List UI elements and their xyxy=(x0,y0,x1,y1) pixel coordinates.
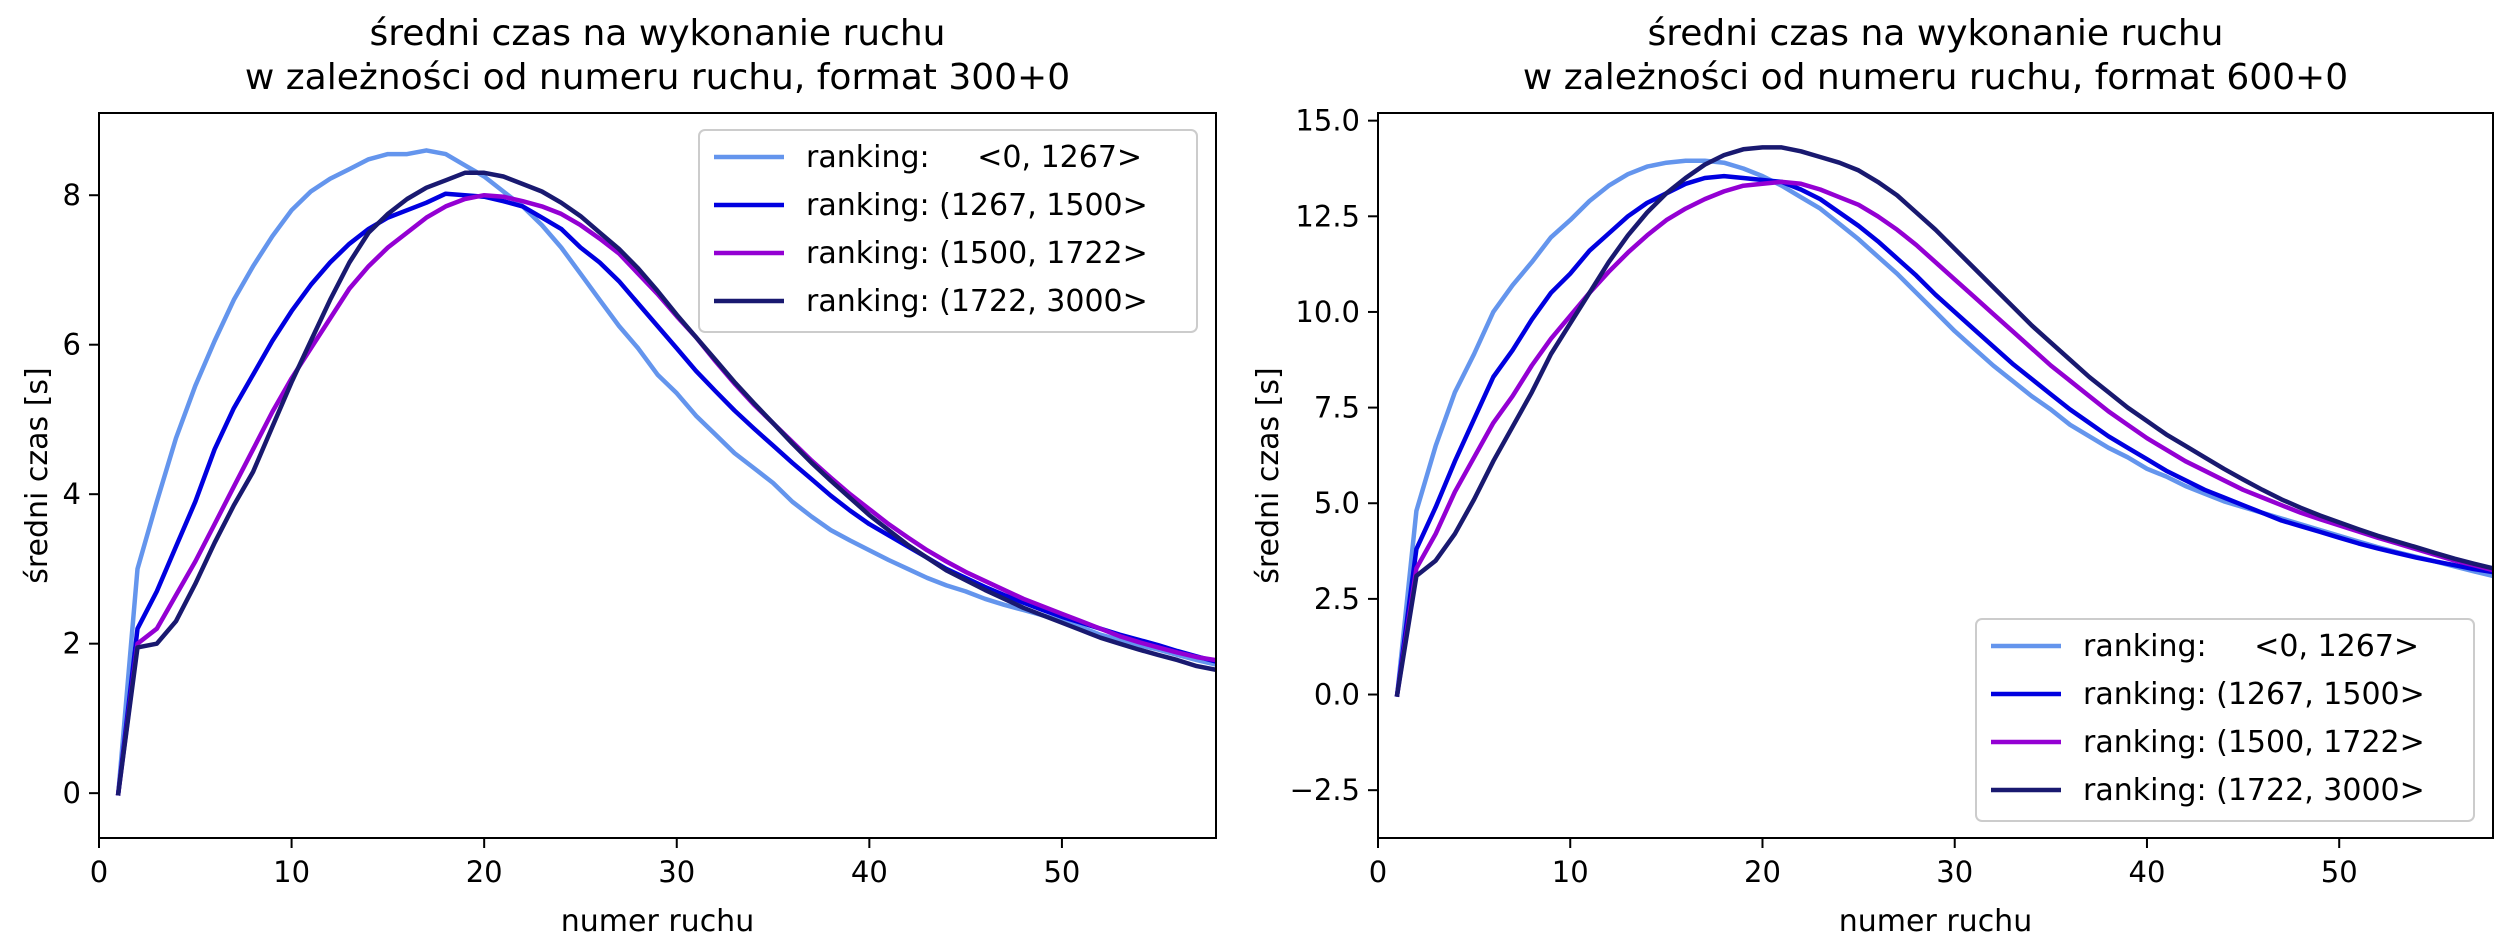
y-tick-label: 15.0 xyxy=(1295,104,1360,138)
series-lines xyxy=(1394,145,2493,698)
x-tick-label: 0 xyxy=(1369,855,1387,889)
x-tick-label: 40 xyxy=(2129,855,2166,889)
x-tick-label: 10 xyxy=(1552,855,1589,889)
legend-label-3: ranking: (1722, 3000> xyxy=(2083,773,2425,808)
y-tick-label: 0.0 xyxy=(1314,678,1360,712)
series-line-1 xyxy=(115,191,1216,796)
x-tick-label: 50 xyxy=(2321,855,2358,889)
legend: ranking: <0, 1267> ranking: (1267, 1500> r… xyxy=(1975,618,2475,822)
series-line-3 xyxy=(115,170,1216,796)
y-tick-label: 12.5 xyxy=(1295,199,1360,233)
legend-label-3: ranking: (1722, 3000> xyxy=(806,284,1148,319)
y-axis-label: średni czas [s] xyxy=(1251,367,1286,584)
legend-label-2: ranking: (1500, 1722> xyxy=(806,236,1148,271)
legend-label-1: ranking: (1267, 1500> xyxy=(806,188,1148,223)
series-line-2 xyxy=(1394,179,2493,698)
x-axis-label: numer ruchu xyxy=(561,904,754,939)
y-tick-label: −2.5 xyxy=(1290,773,1360,807)
x-tick-label: 20 xyxy=(1744,855,1781,889)
x-tick-label: 0 xyxy=(90,855,108,889)
y-tick-label: 8 xyxy=(63,178,81,212)
axes-frame xyxy=(98,112,1217,839)
chart-title-line: średni czas na wykonanie ruchu xyxy=(1648,13,2224,54)
legend-label-0: ranking: <0, 1267> xyxy=(2083,629,2419,664)
series-lines xyxy=(115,148,1216,796)
legend-box xyxy=(698,129,1198,333)
y-axis-label: średni czas [s] xyxy=(20,367,55,584)
x-tick-label: 20 xyxy=(466,855,503,889)
x-tick-label: 50 xyxy=(1043,855,1080,889)
y-tick-label: 6 xyxy=(63,328,81,362)
chart-title-line: w zależności od numeru ruchu, format 600… xyxy=(1523,57,2348,98)
legend-label-0: ranking: <0, 1267> xyxy=(806,140,1142,175)
x-tick-label: 10 xyxy=(273,855,310,889)
y-tick-label: 5.0 xyxy=(1314,486,1360,520)
y-tick-label: 2.5 xyxy=(1314,582,1360,616)
y-tick-label: 2 xyxy=(63,627,81,661)
y-tick-label: 7.5 xyxy=(1314,391,1360,425)
chart-title-line: w zależności od numeru ruchu, format 300… xyxy=(245,57,1070,98)
series-line-3 xyxy=(1394,145,2493,698)
legend-label-1: ranking: (1267, 1500> xyxy=(2083,677,2425,712)
legend: ranking: <0, 1267> ranking: (1267, 1500> r… xyxy=(698,129,1198,333)
y-tick-label: 4 xyxy=(63,477,81,511)
axes-frame xyxy=(1377,112,2494,839)
y-tick-label: 10.0 xyxy=(1295,295,1360,329)
x-tick-label: 30 xyxy=(1936,855,1973,889)
x-tick-label: 40 xyxy=(851,855,888,889)
legend-label-2: ranking: (1500, 1722> xyxy=(2083,725,2425,760)
legend-box xyxy=(1975,618,2475,822)
chart-title-line: średni czas na wykonanie ruchu xyxy=(370,13,946,54)
series-line-1 xyxy=(1394,173,2493,698)
x-tick-label: 30 xyxy=(658,855,695,889)
x-axis-label: numer ruchu xyxy=(1839,904,2032,939)
y-tick-label: 0 xyxy=(63,776,81,810)
